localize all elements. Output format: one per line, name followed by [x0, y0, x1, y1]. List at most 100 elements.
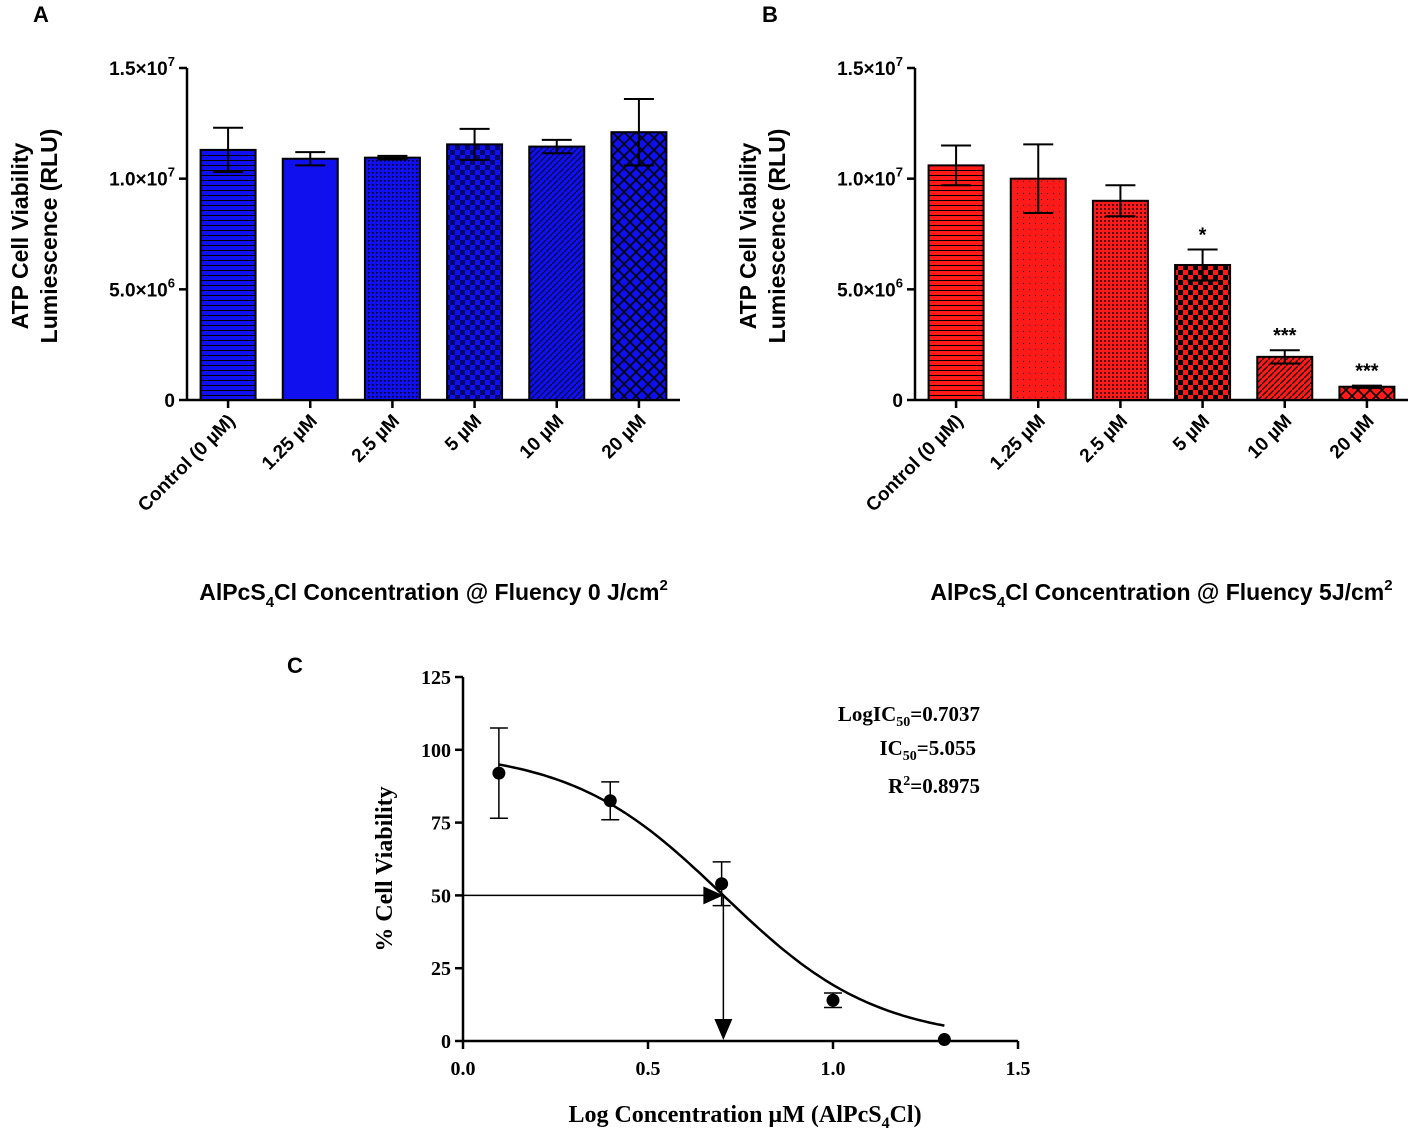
y-tick-exponent: 7 — [168, 165, 175, 180]
x-axis-title: AlPcS4Cl Concentration @ Fluency 5J/cm2 — [930, 577, 1392, 611]
significance-marker: *** — [1355, 361, 1379, 383]
x-title-part: Cl Concentration @ Fluency 5J/cm — [1005, 579, 1384, 605]
y-axis-title-line1: ATP Cell Viability — [7, 142, 33, 329]
y-tick-exponent: 6 — [896, 275, 903, 290]
x-tick-label: 0.5 — [636, 1058, 661, 1080]
y-tick-exponent: 7 — [168, 54, 175, 69]
data-point — [826, 993, 840, 1007]
y-tick-label: 0 — [164, 391, 175, 412]
annot-part: IC — [879, 736, 902, 760]
bar — [610, 131, 668, 401]
data-point — [937, 1033, 951, 1047]
y-tick-label: 5.0×106 — [837, 275, 903, 301]
y-tick-label: 1.5×107 — [837, 54, 903, 80]
y-axis-title: % Cell Viability — [372, 786, 398, 951]
y-tick-label: 0 — [441, 1031, 451, 1053]
bar — [199, 148, 257, 401]
x-title-part: AlPcS — [930, 579, 996, 605]
bar — [528, 145, 586, 401]
dose-response-panel-c: 0 25 50 75 100 125 0.0 0.5 1.0 1.5 LogIC50=0.7037 I… — [372, 667, 1031, 1132]
y-tick-label: 75 — [431, 813, 451, 835]
data-point — [715, 877, 729, 891]
y-axis-title-line2: Lumiescence (RLU) — [36, 129, 62, 344]
x-axis-title: Log Concentration µM (AlPcS4Cl) — [568, 1102, 921, 1132]
panel-label-c: C — [287, 653, 303, 678]
ic50-arrowhead-right — [703, 886, 724, 905]
y-tick-base: 1.0×10 — [837, 170, 896, 191]
y-tick-label: 5.0×106 — [109, 275, 175, 301]
x-title-part: Log Concentration µM (AlPcS — [568, 1102, 881, 1128]
annot-part: R — [888, 774, 904, 798]
significance-marker: * — [1199, 224, 1207, 246]
category-label: Control (0 µM) — [862, 411, 967, 516]
r-squared-annotation: R2=0.8975 — [888, 774, 980, 798]
x-title-subscript: 4 — [882, 1115, 890, 1132]
category-label: 2.5 µM — [348, 411, 404, 467]
y-tick-base: 5.0×10 — [837, 280, 896, 301]
y-axis-title-line2: Lumiescence (RLU) — [764, 129, 790, 344]
bar — [1174, 263, 1232, 401]
x-title-part: AlPcS — [199, 579, 265, 605]
x-tick-label: 1.0 — [821, 1058, 846, 1080]
panel-label-b: B — [762, 2, 778, 27]
y-tick-label: 25 — [431, 958, 451, 980]
x-tick-label: 1.5 — [1006, 1058, 1031, 1080]
y-tick-label: 125 — [421, 667, 451, 689]
data-point — [492, 766, 506, 780]
bar — [927, 164, 985, 401]
y-tick-label: 50 — [431, 885, 451, 907]
x-title-subscript: 4 — [997, 594, 1006, 611]
y-axis-title-line1: ATP Cell Viability — [735, 142, 761, 329]
bar — [446, 143, 504, 401]
panel-label-a: A — [33, 2, 49, 27]
category-label: 5 µM — [1169, 411, 1214, 456]
y-tick-label: 1.5×107 — [109, 54, 175, 80]
x-title-superscript: 2 — [1384, 577, 1392, 594]
category-label: 5 µM — [441, 411, 486, 456]
bar — [363, 156, 421, 401]
x-title-part: Cl Concentration @ Fluency 0 J/cm — [274, 579, 659, 605]
category-label: 1.25 µM — [986, 411, 1050, 475]
y-tick-base: 1.0×10 — [109, 170, 168, 191]
annot-part: =0.7037 — [910, 702, 980, 726]
x-title-subscript: 4 — [266, 594, 275, 611]
x-title-part: Cl) — [890, 1102, 922, 1128]
category-label: 10 µM — [1244, 411, 1296, 463]
ic50-annotation: IC50=5.055 — [879, 736, 976, 764]
annot-subscript: 50 — [903, 749, 917, 764]
y-tick-exponent: 6 — [168, 275, 175, 290]
category-label: 10 µM — [516, 411, 568, 463]
y-tick-label: 0 — [892, 391, 903, 412]
significance-marker: *** — [1273, 325, 1297, 347]
annot-subscript: 50 — [896, 715, 910, 730]
bar — [1091, 199, 1149, 401]
bar — [281, 157, 339, 401]
annot-part: =0.8975 — [910, 774, 980, 798]
y-tick-label: 100 — [421, 740, 451, 762]
x-axis-title: AlPcS4Cl Concentration @ Fluency 0 J/cm2 — [199, 577, 668, 611]
ic50-arrowhead-down — [714, 1019, 733, 1040]
x-title-superscript: 2 — [659, 577, 667, 594]
category-label: 20 µM — [1326, 411, 1378, 463]
y-tick-exponent: 7 — [896, 165, 903, 180]
data-point — [603, 794, 617, 808]
y-tick-base: 0 — [164, 391, 175, 412]
category-label: 2.5 µM — [1076, 411, 1132, 467]
category-label: Control (0 µM) — [134, 411, 239, 516]
y-tick-label: 1.0×107 — [109, 165, 175, 191]
log-ic50-annotation: LogIC50=0.7037 — [838, 702, 980, 730]
annot-superscript: 2 — [903, 774, 910, 789]
y-tick-base: 1.5×10 — [837, 59, 896, 80]
y-tick-base: 0 — [892, 391, 903, 412]
category-label: 1.25 µM — [258, 411, 322, 475]
y-tick-exponent: 7 — [896, 54, 903, 69]
y-tick-label: 1.0×107 — [837, 165, 903, 191]
category-label: 20 µM — [598, 411, 650, 463]
x-tick-label: 0.0 — [451, 1058, 476, 1080]
y-tick-base: 5.0×10 — [109, 280, 168, 301]
y-tick-base: 1.5×10 — [109, 59, 168, 80]
bar — [1256, 355, 1314, 401]
